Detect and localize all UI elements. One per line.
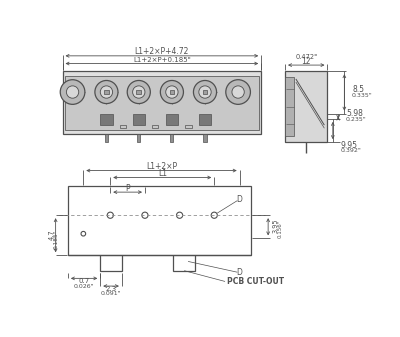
Bar	[152, 125, 158, 128]
Text: 9.95: 9.95	[340, 142, 358, 150]
Circle shape	[60, 80, 85, 104]
Text: 2.3: 2.3	[106, 286, 117, 292]
Text: L1: L1	[158, 169, 167, 178]
Bar	[120, 125, 126, 128]
Bar	[133, 114, 145, 125]
Bar	[68, 186, 251, 255]
Circle shape	[100, 86, 113, 98]
Bar	[137, 134, 140, 142]
Text: L1+2×P+4.72: L1+2×P+4.72	[135, 47, 189, 56]
Bar	[204, 134, 206, 142]
Text: 3.95: 3.95	[273, 218, 279, 233]
Circle shape	[232, 86, 244, 98]
Bar	[100, 114, 113, 125]
Text: 0.091": 0.091"	[101, 291, 121, 296]
Text: L1+2×P: L1+2×P	[146, 162, 177, 171]
Bar	[203, 90, 207, 94]
Text: 0.7: 0.7	[78, 278, 90, 284]
Bar	[62, 71, 261, 134]
Bar	[136, 90, 141, 94]
Text: 5.98: 5.98	[346, 110, 363, 119]
Circle shape	[166, 86, 178, 98]
Circle shape	[95, 81, 118, 103]
Text: 0.185": 0.185"	[54, 229, 59, 249]
Text: P: P	[125, 184, 130, 193]
Bar	[170, 134, 174, 142]
Circle shape	[160, 81, 184, 103]
Text: D: D	[236, 194, 242, 204]
Text: 0.472": 0.472"	[295, 54, 317, 60]
Circle shape	[66, 86, 79, 98]
Text: 0.392": 0.392"	[340, 148, 361, 153]
Circle shape	[133, 86, 145, 98]
Text: 0.235": 0.235"	[346, 117, 367, 122]
Bar	[285, 78, 294, 136]
Bar	[100, 254, 122, 271]
Bar	[170, 90, 174, 94]
Text: 0.026": 0.026"	[74, 283, 94, 288]
Bar	[105, 134, 108, 142]
Text: 8.5: 8.5	[352, 85, 364, 94]
Bar	[174, 254, 195, 271]
Bar	[65, 76, 259, 130]
Circle shape	[226, 80, 250, 104]
Bar	[104, 90, 109, 94]
Text: 0.335": 0.335"	[352, 93, 373, 98]
Text: 0.156": 0.156"	[278, 220, 283, 238]
Bar	[285, 71, 328, 142]
Bar	[199, 114, 211, 125]
Circle shape	[194, 81, 216, 103]
Text: D: D	[236, 269, 242, 277]
Text: PCB CUT-OUT: PCB CUT-OUT	[226, 277, 284, 286]
Text: 12: 12	[302, 57, 311, 66]
Circle shape	[127, 81, 150, 103]
Bar	[185, 125, 192, 128]
Circle shape	[199, 86, 211, 98]
Text: L1+2×P+0.185": L1+2×P+0.185"	[133, 57, 191, 63]
Text: 4.7: 4.7	[49, 229, 55, 240]
Bar	[166, 114, 178, 125]
